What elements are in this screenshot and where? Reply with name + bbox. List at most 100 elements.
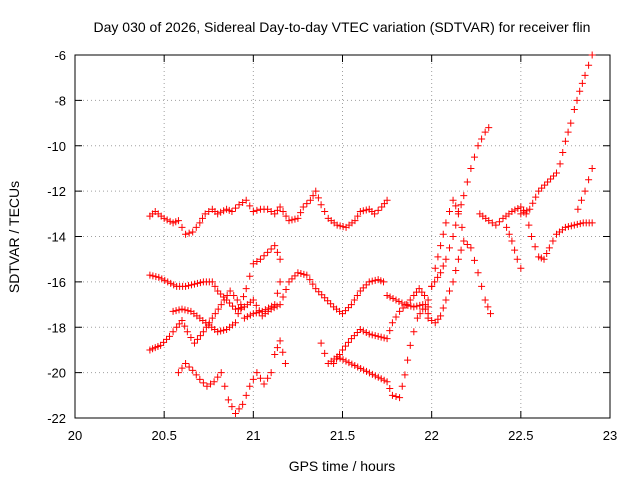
- data-point: [192, 223, 200, 231]
- data-point: [157, 341, 165, 349]
- data-point: [484, 303, 492, 311]
- data-point: [439, 262, 447, 270]
- data-point: [336, 222, 344, 230]
- data-point: [513, 255, 521, 263]
- data-point: [174, 217, 182, 225]
- data-point: [264, 205, 272, 213]
- data-point: [303, 200, 311, 208]
- data-point: [196, 332, 204, 340]
- data-point: [588, 219, 596, 227]
- data-point: [306, 276, 314, 284]
- data-point: [585, 176, 593, 184]
- data-point: [511, 246, 519, 254]
- data-point: [249, 375, 257, 383]
- data-point: [211, 310, 219, 318]
- data-point: [193, 335, 201, 343]
- data-point: [237, 304, 245, 312]
- data-point: [181, 322, 189, 330]
- data-point: [368, 277, 376, 285]
- data-point: [233, 296, 241, 304]
- data-point: [187, 333, 195, 341]
- data-point: [457, 246, 465, 254]
- data-point: [460, 192, 468, 200]
- data-point: [201, 210, 209, 218]
- data-point: [383, 335, 391, 343]
- x-tick-label: 20.5: [152, 428, 177, 443]
- data-point: [149, 272, 157, 280]
- data-point: [217, 327, 225, 335]
- data-point: [353, 291, 361, 299]
- data-point: [271, 242, 279, 250]
- y-tick-label: -16: [47, 275, 66, 290]
- data-point: [446, 208, 453, 216]
- data-point: [242, 391, 250, 399]
- y-tick-label: -18: [47, 320, 66, 335]
- data-point: [317, 339, 325, 347]
- data-point: [437, 269, 445, 277]
- data-point: [561, 137, 569, 145]
- data-point: [368, 370, 376, 378]
- data-point: [279, 348, 287, 356]
- data-point: [386, 385, 394, 393]
- series-sat-f: [330, 237, 495, 368]
- data-point: [541, 181, 549, 189]
- data-point: [460, 237, 468, 245]
- data-point: [528, 233, 536, 240]
- data-point: [232, 204, 239, 212]
- data-point: [454, 208, 462, 216]
- data-point: [303, 271, 311, 279]
- data-point: [576, 87, 584, 95]
- data-point: [214, 328, 222, 336]
- data-point: [570, 105, 578, 113]
- data-point: [243, 313, 251, 321]
- data-point: [424, 314, 432, 322]
- data-point: [207, 380, 215, 388]
- data-point: [488, 219, 496, 227]
- data-point: [221, 382, 229, 390]
- data-point: [474, 269, 482, 277]
- data-point: [267, 245, 275, 253]
- data-point: [550, 172, 558, 180]
- data-point: [347, 301, 355, 309]
- x-tick-label: 22: [424, 428, 438, 443]
- data-point: [452, 221, 460, 229]
- data-point: [178, 223, 186, 231]
- data-point: [505, 230, 513, 238]
- data-point: [538, 184, 546, 192]
- data-point: [561, 223, 569, 231]
- data-point: [229, 302, 237, 310]
- data-point: [246, 311, 254, 319]
- data-point: [214, 305, 222, 313]
- data-point: [388, 391, 396, 399]
- data-point: [531, 243, 539, 251]
- data-point: [377, 333, 385, 341]
- data-point: [230, 291, 238, 299]
- data-point: [203, 382, 211, 390]
- x-axis-label: GPS time / hours: [289, 458, 396, 474]
- data-point: [374, 206, 382, 214]
- series-sat-c: [146, 278, 284, 354]
- data-point: [362, 329, 370, 337]
- data-point: [452, 267, 460, 275]
- data-point: [249, 208, 257, 216]
- data-point: [588, 164, 596, 172]
- data-point: [217, 301, 225, 309]
- data-point: [357, 364, 365, 372]
- data-point: [235, 405, 243, 413]
- data-point: [398, 299, 406, 307]
- data-point: [431, 264, 439, 272]
- data-point: [577, 196, 585, 204]
- data-point: [348, 360, 356, 368]
- data-point: [199, 379, 207, 387]
- data-point: [437, 242, 445, 250]
- data-point: [220, 296, 228, 304]
- data-point: [362, 281, 370, 289]
- data-point: [239, 198, 247, 206]
- series-sat-j: [503, 51, 596, 272]
- data-point: [181, 306, 189, 314]
- series-sat-e: [174, 337, 289, 417]
- data-point: [419, 305, 427, 313]
- data-point: [485, 124, 493, 132]
- data-point: [158, 275, 166, 283]
